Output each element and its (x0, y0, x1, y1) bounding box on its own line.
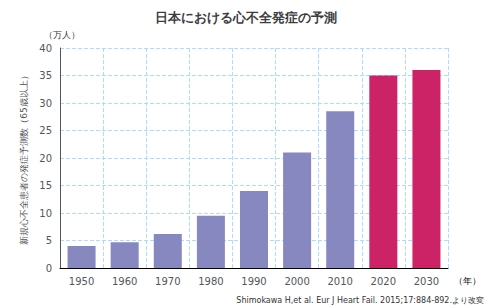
svg-text:Shimokawa H,et al. Eur J Heart: Shimokawa H,et al. Eur J Heart Fail. 201… (236, 296, 484, 305)
svg-text:1990: 1990 (241, 276, 266, 287)
svg-text:15: 15 (39, 180, 52, 191)
svg-text:2020: 2020 (371, 276, 396, 287)
svg-text:（年）: （年） (454, 276, 481, 286)
svg-text:20: 20 (39, 153, 52, 164)
svg-text:0: 0 (46, 263, 52, 274)
svg-text:1970: 1970 (155, 276, 180, 287)
svg-text:2030: 2030 (414, 276, 439, 287)
svg-text:40: 40 (39, 43, 52, 54)
svg-text:35: 35 (39, 70, 52, 81)
svg-text:1950: 1950 (69, 276, 94, 287)
svg-text:日本における心不全発症の予測: 日本における心不全発症の予測 (155, 10, 337, 25)
svg-text:1980: 1980 (198, 276, 223, 287)
svg-text:新規心不全患者の発症予測数（65歳以上）: 新規心不全患者の発症予測数（65歳以上） (19, 71, 29, 244)
svg-text:5: 5 (46, 235, 52, 246)
svg-text:1960: 1960 (112, 276, 137, 287)
svg-text:25: 25 (39, 125, 52, 136)
svg-text:2000: 2000 (284, 276, 309, 287)
svg-text:（万人）: （万人） (44, 30, 80, 40)
svg-text:10: 10 (39, 208, 52, 219)
svg-text:2010: 2010 (327, 276, 352, 287)
svg-text:30: 30 (39, 98, 52, 109)
